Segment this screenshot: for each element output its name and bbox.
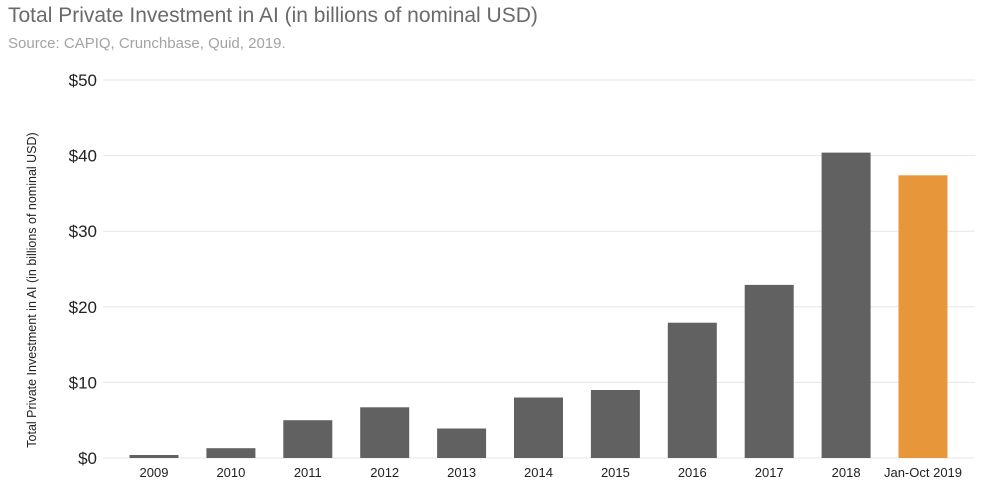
x-tick-label: 2009 (140, 465, 169, 480)
y-tick-label: $30 (69, 222, 97, 241)
bar-2016 (667, 322, 717, 458)
bar-2015 (590, 390, 640, 458)
chart-subtitle: Source: CAPIQ, Crunchbase, Quid, 2019. (8, 35, 286, 52)
x-tick-label: 2018 (832, 465, 861, 480)
y-tick-label: $10 (69, 373, 97, 392)
x-tick-label: 2013 (447, 465, 476, 480)
bar-2012 (360, 407, 410, 458)
x-tick-label: 2017 (755, 465, 784, 480)
x-tick-label: 2016 (678, 465, 707, 480)
bar-2014 (514, 397, 563, 458)
y-tick-label: $50 (69, 71, 97, 90)
bars (129, 152, 948, 459)
x-tick-label: 2011 (294, 465, 322, 480)
bar-2013 (437, 428, 487, 458)
y-axis-title: Total Private Investment in AI (in billi… (25, 132, 39, 447)
x-tick-label: 2010 (216, 465, 245, 480)
bar-2009 (129, 455, 179, 458)
x-tick-label: 2015 (601, 465, 630, 480)
x-tick-label: Jan-Oct 2019 (884, 465, 962, 480)
chart-title: Total Private Investment in AI (in billi… (8, 4, 538, 27)
bar-2010 (206, 448, 256, 458)
bar-jan-oct-2019 (898, 175, 948, 459)
bar-2018 (821, 152, 871, 458)
x-tick-label: 2012 (370, 465, 399, 480)
bar-2017 (744, 284, 794, 458)
y-axis-ticks: $0 $10 $20 $30 $40 $50 (69, 71, 97, 468)
y-tick-label: $0 (78, 449, 97, 468)
bar-2011 (283, 420, 333, 458)
x-tick-label: 2014 (524, 465, 553, 480)
y-tick-label: $40 (69, 147, 97, 166)
x-axis-ticks: 2009 2010 2011 2012 2013 2014 2015 2016 2017 2018… (140, 465, 962, 480)
y-tick-label: $20 (69, 298, 97, 317)
